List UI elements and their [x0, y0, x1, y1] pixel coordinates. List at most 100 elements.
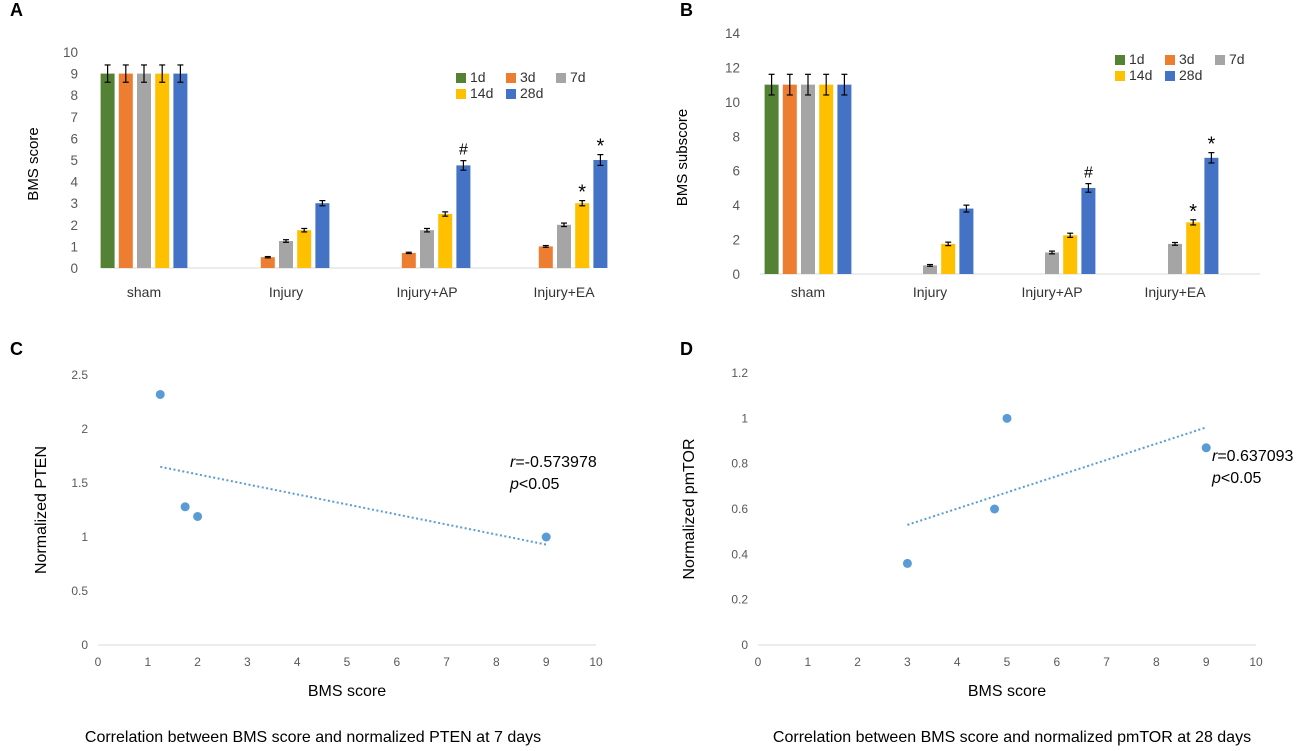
legend-swatch-1d [456, 73, 466, 83]
bar-28d-injury-ea [593, 160, 608, 268]
x-tick-label: 6 [1053, 655, 1060, 669]
r-statistic: r=-0.573978 [510, 454, 597, 471]
category-label: Injury [913, 284, 947, 300]
bar-3d-sham [118, 73, 133, 268]
bar-7d-sham [137, 73, 151, 268]
legend-label-28d: 28d [520, 85, 543, 101]
y-tick-label: 0.4 [731, 547, 748, 561]
r-symbol: r [510, 454, 516, 471]
legend-label-14d: 14d [470, 85, 493, 101]
y-tick-label: 10 [725, 95, 740, 110]
y-tick-label: 4 [70, 175, 78, 190]
x-tick-label: 1 [804, 655, 811, 669]
y-tick-label: 0 [70, 261, 78, 276]
x-axis-label: BMS score [308, 683, 386, 700]
p-value: <0.05 [1221, 470, 1262, 487]
p-statistic: p<0.05 [509, 476, 559, 493]
panel-letter: D [680, 339, 693, 359]
category-label: sham [791, 284, 825, 300]
bar-3d-sham [782, 84, 797, 275]
trendline [160, 465, 547, 546]
category-label: Injury+EA [533, 284, 595, 300]
r-value: =-0.573978 [515, 454, 597, 471]
y-tick-label: 1 [81, 530, 88, 544]
x-tick-label: 0 [95, 655, 102, 669]
legend-label-3d: 3d [520, 69, 536, 85]
data-point [180, 502, 190, 512]
x-tick-label: 4 [294, 655, 301, 669]
bar-28d-injury-ea [1204, 157, 1219, 274]
y-tick-label: 2 [732, 233, 740, 248]
x-tick-label: 9 [543, 655, 550, 669]
r-value: =0.637093 [1217, 448, 1293, 465]
significance-marker: # [459, 142, 468, 159]
legend-swatch-7d [556, 73, 566, 83]
legend-swatch-7d [1215, 55, 1225, 65]
x-tick-label: 7 [1103, 655, 1110, 669]
r-statistic: r=0.637093 [1212, 448, 1294, 465]
bar-3d-injury-ap [401, 252, 416, 268]
x-tick-label: 3 [244, 655, 251, 669]
x-tick-label: 8 [1153, 655, 1160, 669]
significance-marker: * [1189, 201, 1197, 223]
y-tick-label: 1 [70, 239, 78, 254]
r-symbol: r [1212, 448, 1218, 465]
y-axis-label: BMS subscore [674, 109, 691, 207]
y-tick-label: 6 [70, 131, 78, 146]
y-tick-label: 0 [81, 638, 88, 652]
y-tick-label: 12 [725, 60, 740, 75]
category-label: Injury [269, 284, 303, 300]
legend-swatch-28d [1165, 71, 1175, 81]
x-axis-label: BMS score [968, 683, 1046, 700]
y-tick-label: 0.8 [731, 457, 748, 471]
trendline [907, 426, 1207, 526]
x-tick-label: 6 [393, 655, 400, 669]
bar-7d-sham [801, 84, 815, 275]
bar-3d-injury [260, 257, 275, 268]
legend-label-14d: 14d [1129, 67, 1152, 83]
bar-14d-sham [155, 73, 170, 268]
bar-7d-injury-ea [1168, 243, 1182, 274]
panel-d: D 0 0.2 0.4 0.6 0.8 1 1.2 0 1 2 3 4 5 6 7 8 9 10 BMS score N… [680, 339, 1294, 746]
legend-label-1d: 1d [470, 69, 486, 85]
bar-7d-injury [923, 265, 937, 274]
bar-28d-injury-ap [456, 165, 471, 268]
y-tick-label: 2 [70, 218, 78, 233]
bar-3d-injury-ea [538, 246, 553, 268]
data-point [1201, 443, 1211, 453]
category-label: sham [127, 284, 161, 300]
y-tick-label: 1.5 [71, 476, 88, 490]
legend-swatch-3d [506, 73, 516, 83]
bar-14d-injury-ea [575, 203, 590, 268]
significance-marker: * [597, 136, 605, 158]
bar-7d-injury-ap [1045, 252, 1059, 274]
data-point [155, 389, 165, 399]
y-axis-label: Normalized PTEN [33, 446, 50, 574]
y-tick-label: 8 [732, 129, 740, 144]
y-tick-label: 10 [63, 45, 78, 60]
y-tick-label: 14 [725, 26, 741, 41]
y-tick-label: 2.5 [71, 368, 88, 382]
bar-14d-sham [819, 84, 834, 275]
x-tick-label: 5 [344, 655, 351, 669]
y-tick-label: 6 [732, 164, 740, 179]
legend-label-1d: 1d [1129, 51, 1145, 67]
x-tick-label: 4 [954, 655, 961, 669]
bar-1d-sham [100, 73, 115, 268]
data-point [193, 511, 203, 521]
x-tick-label: 0 [755, 655, 762, 669]
caption: Correlation between BMS score and normal… [773, 729, 1251, 746]
data-point [902, 558, 912, 568]
x-tick-label: 2 [854, 655, 861, 669]
p-symbol: p [1211, 470, 1221, 487]
bar-28d-injury [315, 203, 330, 268]
panel-letter: C [10, 339, 23, 359]
panel-a: A 0 1 2 3 4 5 6 7 8 9 10 BMS score sham Injury Injury+A… [10, 0, 608, 300]
caption: Correlation between BMS score and normal… [85, 729, 541, 746]
y-tick-label: 0 [741, 638, 748, 652]
category-label: Injury+EA [1144, 284, 1206, 300]
significance-marker: # [1084, 165, 1093, 182]
legend-swatch-14d [1115, 71, 1125, 81]
panel-letter: A [10, 0, 23, 20]
x-tick-label: 3 [904, 655, 911, 669]
